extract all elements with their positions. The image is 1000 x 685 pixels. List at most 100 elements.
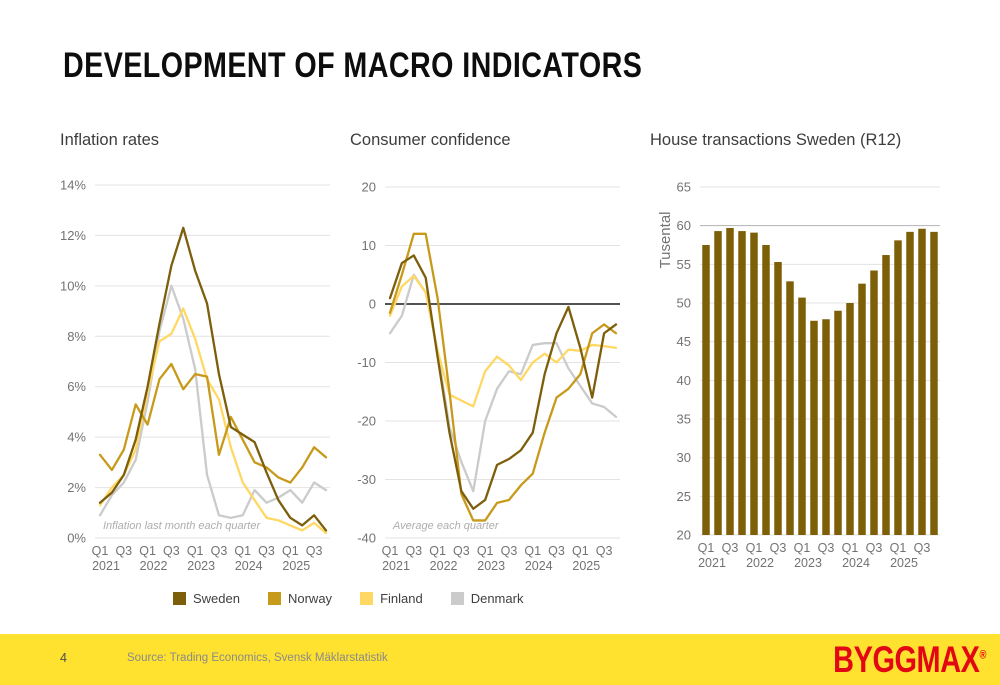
svg-text:Q1: Q1	[382, 544, 399, 558]
svg-text:14%: 14%	[60, 178, 86, 193]
footer: 4 Source: Trading Economics, Svensk Mäkl…	[0, 634, 1000, 685]
svg-text:Q1: Q1	[794, 541, 811, 555]
svg-text:60: 60	[677, 218, 691, 233]
svg-text:Q1: Q1	[234, 544, 251, 558]
svg-text:Q3: Q3	[596, 544, 613, 558]
svg-text:2023: 2023	[187, 559, 215, 573]
svg-text:Q1: Q1	[92, 544, 109, 558]
gridlines	[385, 186, 620, 539]
svg-text:Q3: Q3	[306, 544, 323, 558]
svg-text:25: 25	[677, 489, 691, 504]
series-line-denmark	[388, 273, 618, 493]
svg-text:Q3: Q3	[722, 541, 739, 555]
svg-text:2021: 2021	[92, 559, 120, 573]
series-lines	[388, 232, 618, 522]
svg-text:10%: 10%	[60, 278, 86, 293]
svg-text:2024: 2024	[235, 559, 263, 573]
svg-text:Q1: Q1	[477, 544, 494, 558]
svg-text:55: 55	[677, 257, 691, 272]
svg-text:Q3: Q3	[914, 541, 931, 555]
svg-text:Q3: Q3	[163, 544, 180, 558]
svg-text:2%: 2%	[67, 480, 86, 495]
svg-text:20: 20	[677, 528, 691, 543]
byggmax-logo: BYGGMAX®	[833, 639, 986, 681]
svg-text:Q1: Q1	[890, 541, 907, 555]
legend-swatch-sweden	[173, 592, 186, 605]
svg-text:Q3: Q3	[866, 541, 883, 555]
svg-text:4%: 4%	[67, 430, 86, 445]
legend-item-denmark: Denmark	[450, 591, 524, 606]
legend-swatch-norway	[267, 592, 281, 605]
svg-text:2025: 2025	[282, 559, 310, 573]
svg-text:30: 30	[677, 450, 691, 465]
legend-item-finland: Finland	[360, 591, 423, 606]
y-axis-ticks: 20 25 30 35 40 45 50 55 60 65	[677, 180, 691, 543]
svg-text:45: 45	[677, 334, 691, 349]
svg-text:20: 20	[362, 180, 376, 195]
house-transactions-chart-title: House transactions Sweden (R12)	[650, 131, 902, 149]
svg-text:-30: -30	[357, 472, 376, 487]
legend-label: Denmark	[470, 591, 524, 606]
series-line-norway	[98, 362, 328, 484]
svg-text:35: 35	[677, 412, 691, 427]
svg-text:-40: -40	[357, 531, 376, 546]
gridlines	[700, 186, 940, 536]
svg-text:Q3: Q3	[770, 541, 787, 555]
gridlines	[95, 184, 330, 539]
y-axis-ticks: 0% 2% 4% 6% 8% 10% 12% 14%	[60, 178, 86, 546]
source-text: Source: Trading Economics, Svensk Mäklar…	[127, 652, 388, 664]
svg-text:Q1: Q1	[282, 544, 299, 558]
series-line-sweden	[388, 254, 618, 510]
legend-label: Finland	[380, 591, 423, 606]
svg-text:2025: 2025	[572, 559, 600, 573]
legend-item-sweden: Sweden	[173, 591, 240, 606]
series-line-norway	[388, 232, 618, 522]
svg-text:12%: 12%	[60, 228, 86, 243]
svg-text:10: 10	[362, 238, 376, 253]
svg-text:2025: 2025	[890, 556, 918, 570]
svg-text:Q1: Q1	[698, 541, 715, 555]
byggmax-logo-text: BYGGMAX	[833, 639, 980, 680]
svg-text:Q3: Q3	[405, 544, 422, 558]
page-title: DEVELOPMENT OF MACRO INDICATORS	[63, 46, 643, 85]
inflation-chart-title: Inflation rates	[60, 131, 160, 149]
svg-text:Q3: Q3	[258, 544, 275, 558]
svg-text:Q1: Q1	[429, 544, 446, 558]
series-line-sweden	[98, 226, 328, 532]
series-line-denmark	[98, 284, 328, 519]
series-line-finland	[98, 307, 328, 535]
series-lines	[98, 226, 328, 535]
transaction-bars	[702, 227, 938, 536]
svg-text:Q1: Q1	[524, 544, 541, 558]
svg-text:Q3: Q3	[211, 544, 228, 558]
svg-text:0: 0	[369, 297, 376, 312]
svg-text:65: 65	[677, 180, 691, 195]
legend-item-norway: Norway	[267, 591, 333, 606]
chart-legend: Sweden Norway Finland Denmark	[173, 591, 551, 606]
house-transactions-chart: House transactions Sweden (R12) 20 25 30 35…	[650, 130, 950, 605]
svg-text:8%: 8%	[67, 329, 86, 344]
svg-text:Q1: Q1	[187, 544, 204, 558]
svg-text:2022: 2022	[140, 559, 168, 573]
legend-swatch-finland	[360, 592, 374, 605]
svg-text:2022: 2022	[430, 559, 458, 573]
legend-label: Norway	[287, 591, 333, 606]
svg-text:-10: -10	[357, 355, 376, 370]
inflation-chart: Inflation rates 0% 2% 4% 6% 8% 10% 12% 14% Q1 202…	[60, 130, 340, 605]
svg-text:2023: 2023	[477, 559, 505, 573]
series-line-finland	[388, 274, 618, 408]
svg-text:40: 40	[677, 373, 691, 388]
svg-text:Q1: Q1	[746, 541, 763, 555]
svg-text:Q3: Q3	[501, 544, 518, 558]
svg-text:0%: 0%	[67, 531, 86, 546]
svg-text:Q3: Q3	[818, 541, 835, 555]
consumer-confidence-chart-title: Consumer confidence	[350, 131, 511, 149]
svg-text:Q1: Q1	[139, 544, 156, 558]
svg-text:2021: 2021	[382, 559, 410, 573]
svg-text:2024: 2024	[842, 556, 870, 570]
